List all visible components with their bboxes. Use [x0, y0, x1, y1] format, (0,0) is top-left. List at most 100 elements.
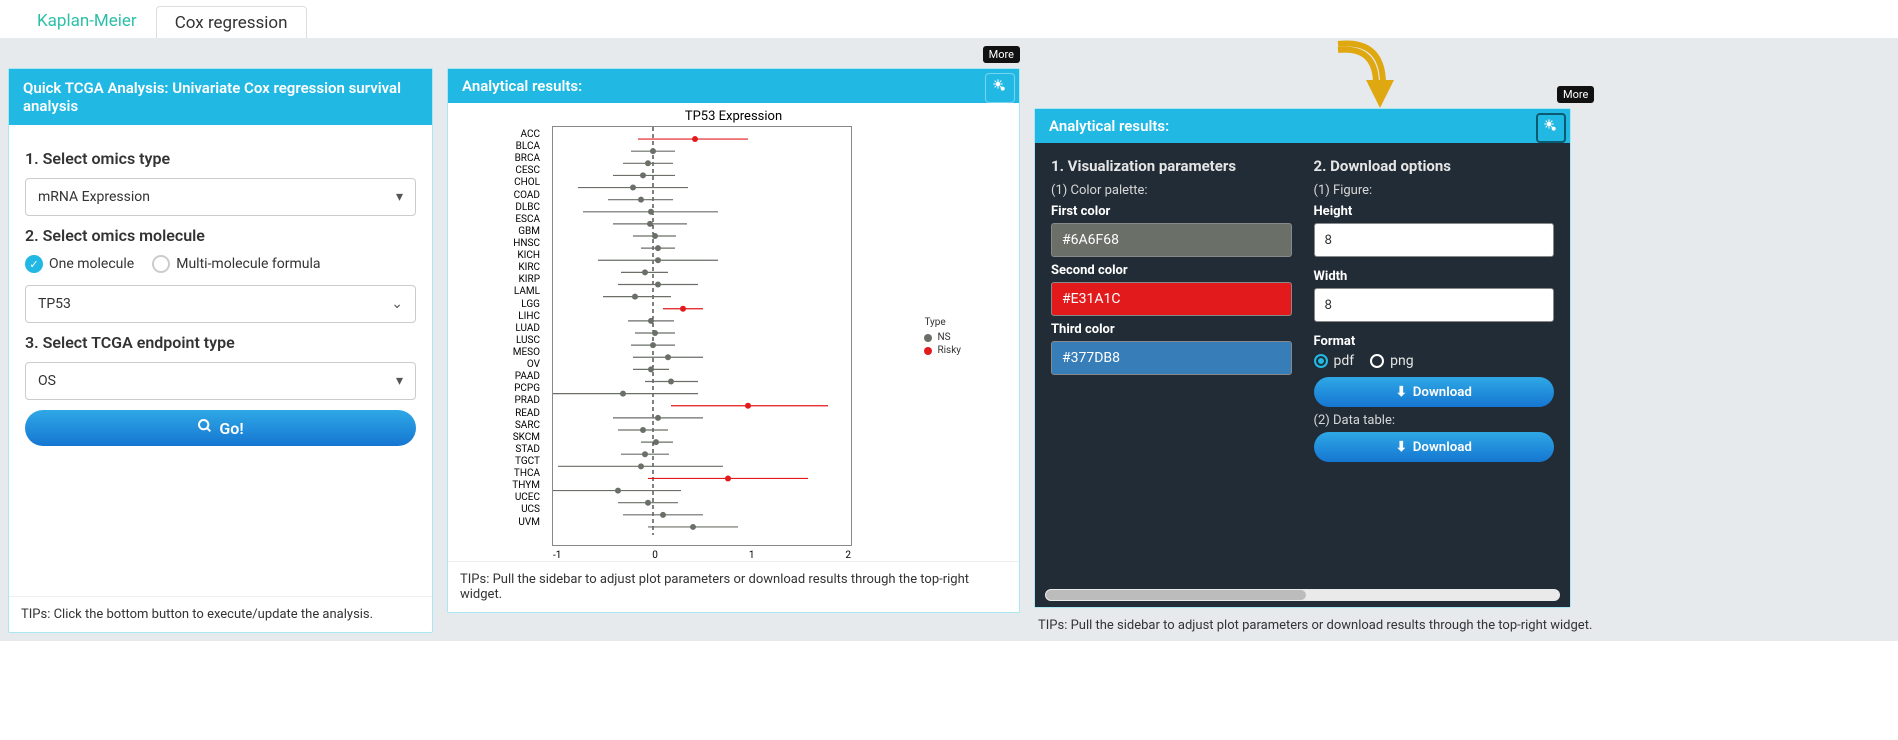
forest-row-label: HNSC	[448, 238, 540, 250]
radio-unchecked-icon	[152, 255, 170, 273]
download-icon: ⬇	[1396, 440, 1407, 455]
panel-title-text: Analytical results:	[462, 77, 582, 95]
forest-plot-area: -1012 ln (Hazard Ratio) Type NSRisky	[552, 126, 852, 546]
gears-icon	[1543, 118, 1559, 138]
forest-row-label: CHOL	[448, 177, 540, 189]
panel-title-text: Analytical results:	[1049, 117, 1169, 135]
x-axis-ticks: -1012	[553, 550, 851, 561]
forest-row-label: SARC	[448, 420, 540, 432]
caret-down-icon: ▾	[396, 189, 403, 205]
radio-multi-molecule[interactable]: Multi-molecule formula	[152, 255, 320, 273]
scrollbar-thumb[interactable]	[1046, 590, 1306, 600]
radio-checked-icon	[25, 255, 43, 273]
select-value: OS	[38, 373, 56, 389]
chart-title: TP53 Expression	[458, 109, 1009, 124]
third-color-label: Third color	[1051, 322, 1292, 337]
curved-arrow-icon	[1328, 34, 1398, 114]
panel-results-sidebar: Analytical results: 1. Visualization par…	[1034, 108, 1571, 608]
forest-row-label: SKCM	[448, 432, 540, 444]
molecule-mode-radios: One molecule Multi-molecule formula	[25, 255, 416, 273]
palette-sub: (1) Color palette:	[1051, 183, 1292, 198]
third-color-input[interactable]: #377DB8	[1051, 341, 1292, 375]
panel-settings-button[interactable]	[985, 73, 1015, 103]
caret-down-icon: ▾	[396, 373, 403, 389]
forest-row-label: COAD	[448, 190, 540, 202]
forest-row-label: READ	[448, 408, 540, 420]
forest-row-label: UCEC	[448, 492, 540, 504]
forest-row-label: BRCA	[448, 153, 540, 165]
second-color-label: Second color	[1051, 263, 1292, 278]
forest-row-label: UVM	[448, 517, 540, 529]
legend-item: NS	[924, 332, 961, 343]
forest-row-label: KIRP	[448, 274, 540, 286]
width-input[interactable]	[1314, 288, 1555, 322]
select-endpoint[interactable]: OS ▾	[25, 362, 416, 400]
horizontal-scrollbar[interactable]	[1045, 589, 1560, 601]
forest-row-label: LIHC	[448, 311, 540, 323]
go-label: Go!	[219, 419, 243, 438]
forest-row-label: LAML	[448, 286, 540, 298]
forest-plot: TP53 Expression ACCBLCABRCACESCCHOLCOADD…	[448, 103, 1019, 561]
select-omics-type[interactable]: mRNA Expression ▾	[25, 178, 416, 216]
forest-row-label: THCA	[448, 468, 540, 480]
forest-row-label: KICH	[448, 250, 540, 262]
forest-row-label: UCS	[448, 504, 540, 516]
forest-row-label: THYM	[448, 480, 540, 492]
step2-label: 2. Select omics molecule	[25, 226, 416, 245]
download-label: Download	[1413, 440, 1472, 455]
table-sub: (2) Data table:	[1314, 413, 1555, 428]
viz-heading: 1. Visualization parameters	[1051, 157, 1292, 175]
panel-settings-button[interactable]	[1536, 113, 1566, 143]
legend-item: Risky	[924, 345, 961, 356]
tab-kaplan-meier[interactable]: Kaplan-Meier	[18, 4, 156, 38]
visualization-column: 1. Visualization parameters (1) Color pa…	[1051, 157, 1292, 466]
first-color-label: First color	[1051, 204, 1292, 219]
forest-row-labels: ACCBLCABRCACESCCHOLCOADDLBCESCAGBMHNSCKI…	[448, 129, 540, 529]
panel-results-main: Analytical results: TP53 Expression ACCB…	[447, 68, 1020, 613]
radio-off-icon	[1370, 354, 1384, 368]
step1-label: 1. Select omics type	[25, 149, 416, 168]
workspace: Quick TCGA Analysis: Univariate Cox regr…	[0, 38, 1898, 641]
radio-pdf[interactable]: pdf	[1314, 353, 1355, 369]
forest-row-label: CESC	[448, 165, 540, 177]
radio-label: pdf	[1334, 353, 1355, 369]
legend-label: Risky	[937, 345, 961, 356]
forest-row-label: LGG	[448, 299, 540, 311]
forest-row-label: KIRC	[448, 262, 540, 274]
sidebar-options: 1. Visualization parameters (1) Color pa…	[1035, 143, 1570, 607]
chart-legend: Type NSRisky	[924, 317, 961, 358]
download-icon: ⬇	[1396, 385, 1407, 400]
width-label: Width	[1314, 269, 1555, 284]
tab-cox-regression[interactable]: Cox regression	[156, 6, 307, 39]
download-table-button[interactable]: ⬇ Download	[1314, 432, 1555, 462]
panel-analysis-form: Quick TCGA Analysis: Univariate Cox regr…	[8, 68, 433, 633]
legend-color-icon	[924, 347, 932, 355]
download-label: Download	[1413, 385, 1472, 400]
first-color-input[interactable]: #6A6F68	[1051, 223, 1292, 257]
left-tip: TIPs: Click the bottom button to execute…	[9, 596, 432, 632]
chevron-down-icon: ⌄	[391, 296, 403, 312]
format-label: Format	[1314, 334, 1555, 349]
right-tip: TIPs: Pull the sidebar to adjust plot pa…	[1034, 608, 1596, 633]
forest-row-label: PCPG	[448, 383, 540, 395]
second-color-input[interactable]: #E31A1C	[1051, 282, 1292, 316]
forest-row-label: DLBC	[448, 202, 540, 214]
select-molecule[interactable]: TP53 ⌄	[25, 285, 416, 323]
select-value: mRNA Expression	[38, 189, 150, 205]
forest-row-label: BLCA	[448, 141, 540, 153]
forest-row-label: MESO	[448, 347, 540, 359]
select-value: TP53	[38, 296, 71, 312]
radio-one-molecule[interactable]: One molecule	[25, 255, 134, 273]
forest-row-label: LUSC	[448, 335, 540, 347]
radio-png[interactable]: png	[1370, 353, 1413, 369]
more-tooltip: More	[983, 46, 1020, 63]
forest-row-label: PAAD	[448, 371, 540, 383]
height-input[interactable]	[1314, 223, 1555, 257]
radio-label: One molecule	[49, 256, 134, 272]
forest-row-label: STAD	[448, 444, 540, 456]
legend-color-icon	[924, 334, 932, 342]
go-button[interactable]: Go!	[25, 410, 416, 446]
download-figure-button[interactable]: ⬇ Download	[1314, 377, 1555, 407]
step3-label: 3. Select TCGA endpoint type	[25, 333, 416, 352]
panel-title: Quick TCGA Analysis: Univariate Cox regr…	[9, 69, 432, 125]
